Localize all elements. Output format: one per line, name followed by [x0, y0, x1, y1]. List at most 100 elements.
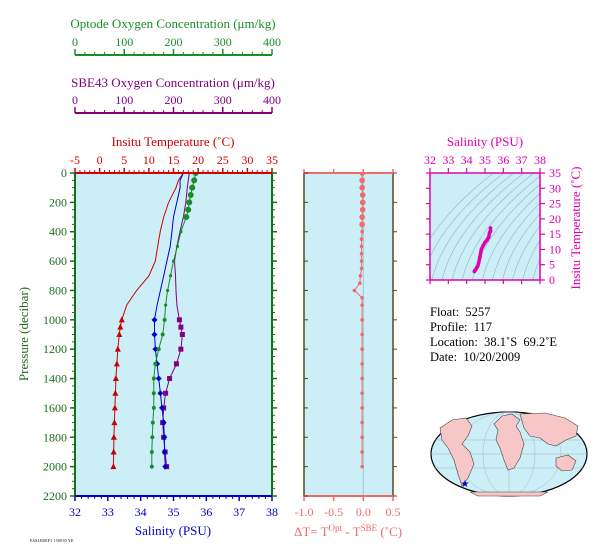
temperature-point: [118, 316, 125, 323]
salinity-point: [151, 331, 158, 338]
ts-temperature-tick-label: 15: [549, 227, 561, 241]
delta-point: [359, 192, 366, 198]
pressure-tick-label: 400: [49, 225, 67, 239]
optode-oxygen-point: [183, 214, 190, 221]
ts-density-contour: [482, 192, 540, 280]
optode-oxygen-point: [187, 192, 194, 199]
optode-oxygen-point: [151, 391, 156, 396]
delta-point: [360, 303, 364, 307]
pressure-axis-title: Pressure (decibar): [16, 287, 31, 381]
delta-point: [360, 229, 364, 234]
delta-point: [360, 295, 364, 300]
pressure-tick-label: 1000: [43, 313, 67, 327]
ts-density-contour: [461, 175, 540, 280]
ts-salinity-tick-label: 36: [497, 153, 509, 167]
temperature-tick-label: 25: [217, 153, 229, 167]
ts-point: [486, 235, 491, 239]
delta-point: [360, 464, 364, 469]
optode-oxygen-point: [175, 244, 180, 249]
ts-salinity-title: Salinity (PSU): [447, 134, 523, 149]
ts-point: [485, 238, 489, 243]
salinity-point: [157, 390, 164, 397]
optode-tick-label: 100: [115, 35, 133, 49]
optode-tick-label: 200: [165, 35, 183, 49]
delta-tick-label: 0.0: [356, 505, 371, 519]
pressure-tick-label: 200: [49, 195, 67, 209]
pressure-tick-label: 600: [49, 254, 67, 268]
delta-point: [360, 362, 364, 366]
profile-panel: Insitu Temperature (˚C) -5 0 5 10 15 20 25 30 35…: [16, 134, 278, 538]
optode-oxygen-point: [186, 199, 193, 206]
optode-axis-title: Optode Oxygen Concentration (μm/kg): [70, 16, 275, 31]
ts-density-contour: [451, 173, 534, 280]
sbe43-tick-label: 400: [263, 93, 281, 107]
delta-point: [359, 199, 366, 206]
delta-point: [359, 214, 365, 220]
ts-point: [475, 264, 480, 269]
pressure-tick-label: 2000: [43, 460, 67, 474]
delta-tick-label: 0.5: [386, 505, 401, 519]
delta-point: [359, 259, 364, 263]
ts-temperature-tick-label: 20: [549, 212, 561, 226]
temperature-point: [111, 419, 118, 426]
land-antarctica: [469, 491, 549, 497]
optode-oxygen-point: [191, 177, 198, 184]
delta-point: [359, 244, 364, 249]
delta-point: [359, 237, 364, 241]
sbe43-oxygen-point: [178, 324, 184, 330]
optode-oxygen-point: [165, 288, 170, 293]
temperature-point: [114, 345, 121, 352]
temperature-tick-label: 10: [143, 153, 155, 167]
optode-oxygen-point: [189, 184, 196, 191]
optode-oxygen-point: [156, 347, 161, 352]
ts-temperature-tick-label: 5: [549, 258, 555, 272]
optode-oxygen-point: [151, 376, 156, 381]
salinity-point: [151, 316, 158, 323]
optode-oxygen-point: [164, 303, 168, 307]
optode-oxygen-point: [151, 405, 156, 410]
ts-temperature-title: Insitu Temperature (˚C): [568, 166, 583, 289]
delta-point: [360, 318, 364, 322]
temperature-tick-label: -5: [70, 153, 80, 167]
ts-salinity-tick-label: 33: [442, 153, 454, 167]
temperature-point: [113, 360, 120, 367]
sbe43-tick-label: 300: [214, 93, 232, 107]
delta-point: [359, 177, 365, 184]
sbe43-oxygen-point: [179, 332, 185, 337]
delta-point: [360, 435, 364, 440]
delta-point: [359, 266, 364, 271]
ts-point: [481, 243, 485, 248]
pressure-tick-label: 1200: [43, 342, 67, 356]
temperature-point: [117, 323, 124, 330]
sbe43-oxygen-point: [163, 390, 169, 396]
pressure-tick-label: 2200: [43, 489, 67, 503]
land-asia: [519, 412, 579, 447]
optode-oxygen-point: [149, 464, 154, 469]
salinity-point: [161, 434, 168, 441]
delta-t-panel: -1.0 -0.5 0.0 0.5 ΔT= TOpt - TSBE (˚C): [294, 169, 402, 539]
delta-point: [360, 391, 364, 396]
sbe43-tick-label: 0: [72, 93, 78, 107]
delta-point: [359, 206, 366, 213]
optode-oxygen-point: [162, 317, 167, 322]
sbe43-oxygen-point: [173, 361, 179, 367]
pressure-tick-label: 0: [61, 166, 67, 180]
delta-point: [360, 406, 364, 410]
delta-plot-area: [304, 173, 393, 496]
delta-point: [357, 281, 362, 285]
delta-point: [360, 347, 364, 351]
salinity-tick-label: 32: [69, 505, 81, 519]
salinity-tick-label: 35: [168, 505, 180, 519]
salinity-tick-label: 37: [233, 505, 245, 519]
pressure-tick-label: 1600: [43, 401, 67, 415]
ts-salinity-tick-label: 35: [479, 153, 491, 167]
float-info: Float: 5257 Profile: 117 Location: 38.1˚…: [430, 305, 557, 365]
salinity-point: [155, 375, 162, 382]
optode-oxygen-point: [149, 449, 154, 454]
temperature-tick-label: 15: [168, 153, 180, 167]
ts-temperature-tick-label: 10: [549, 242, 561, 256]
ts-temperature-tick-label: 25: [549, 197, 561, 211]
delta-point: [359, 184, 365, 191]
ts-density-contour: [492, 202, 540, 280]
ts-density-contour: [431, 173, 514, 280]
